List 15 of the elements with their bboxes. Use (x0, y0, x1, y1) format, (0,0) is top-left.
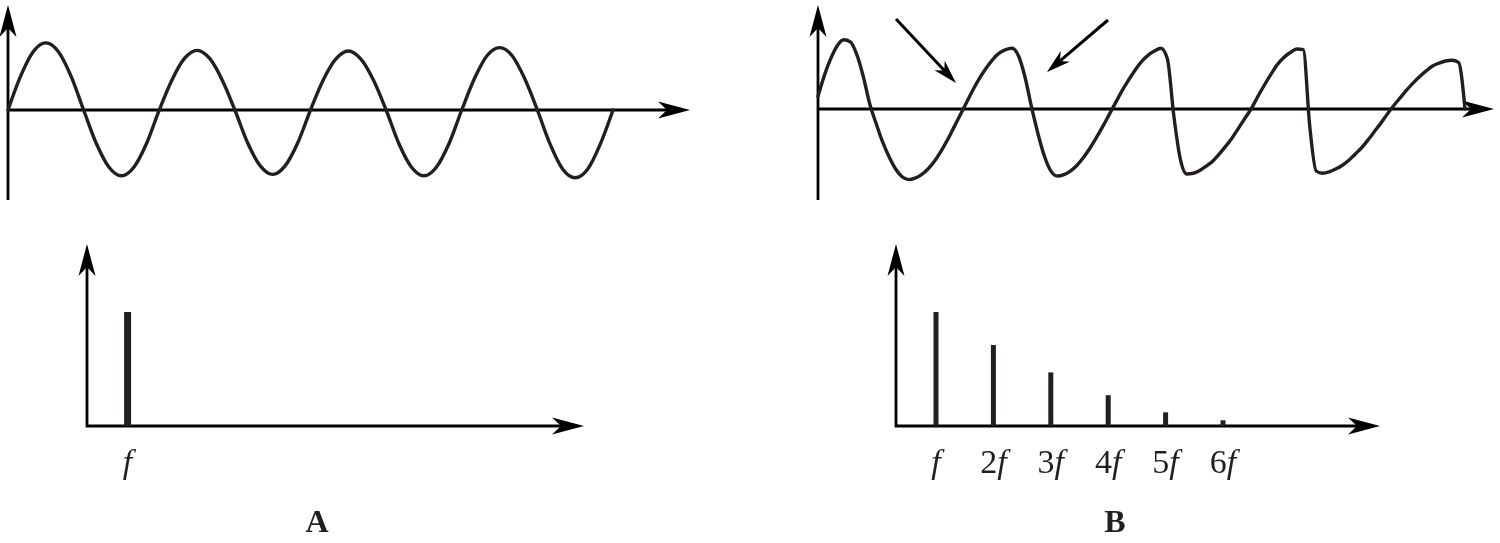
x-tick-label: 6f (1209, 443, 1241, 480)
bar (933, 312, 939, 426)
x-tick-label: 4f (1094, 443, 1126, 480)
bar (1220, 420, 1226, 426)
bar (1105, 395, 1111, 426)
bar (990, 345, 996, 426)
bar (1163, 412, 1169, 426)
bar (1048, 372, 1054, 426)
x-tick-label: 3f (1037, 443, 1069, 480)
text: A (305, 503, 329, 539)
x-tick-label: f (931, 443, 946, 480)
x-tick-label: 2f (980, 443, 1012, 480)
x-tick-label: f (122, 443, 137, 480)
text: B (1104, 503, 1126, 539)
x-tick-label: 5f (1152, 443, 1184, 480)
